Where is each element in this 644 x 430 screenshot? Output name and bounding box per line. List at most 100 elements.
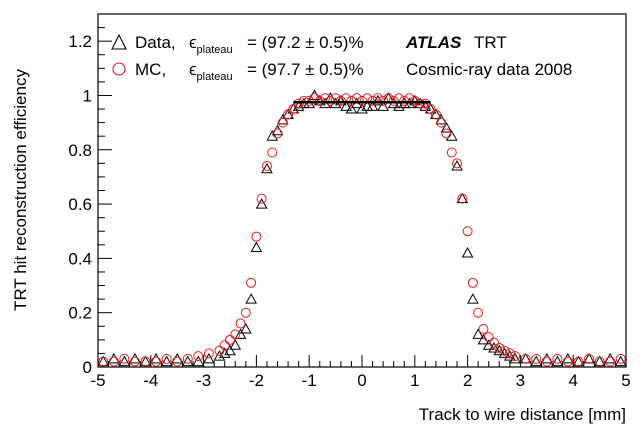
mc-point-circle: [119, 353, 130, 364]
data-point-triangle: [440, 122, 453, 133]
data-point-triangle: [477, 333, 490, 345]
legend-epsilon-mc: ϵplateau: [189, 60, 233, 83]
x-tick-label: -5: [90, 371, 105, 390]
data-point-triangle: [234, 328, 247, 339]
data-point-triangle: [255, 198, 268, 209]
mc-point-circle: [293, 98, 304, 109]
mc-point-circle: [346, 95, 357, 106]
mc-point-circle: [378, 95, 389, 106]
data-point-triangle: [451, 160, 463, 171]
data-point-triangle: [218, 347, 231, 358]
data-points: [97, 89, 627, 367]
data-point-triangle: [282, 108, 294, 119]
mc-point-circle: [462, 226, 473, 237]
mc-point-circle: [594, 356, 605, 367]
x-tick-label: 3: [516, 371, 525, 390]
mc-point-circle: [531, 353, 542, 364]
data-point-triangle: [430, 108, 442, 119]
mc-point-circle: [256, 193, 267, 204]
data-point-triangle: [472, 328, 485, 339]
legend-label-data: Data,: [135, 33, 176, 52]
mc-point-circle: [182, 353, 193, 364]
mc-point-circle: [129, 356, 140, 367]
mc-point-circle: [357, 95, 367, 106]
data-point-triangle: [308, 89, 321, 100]
legend: Data, ϵplateau = (97.2 ± 0.5)% MC, ϵplat…: [111, 33, 364, 83]
mc-point-circle: [314, 95, 325, 106]
mc-point-circle: [367, 95, 378, 106]
mc-point-circle: [452, 158, 463, 169]
mc-point-circle: [203, 348, 214, 359]
data-point-triangle: [107, 352, 120, 364]
mc-point-circle: [584, 353, 595, 364]
data-point-triangle: [572, 355, 585, 367]
data-point-triangle: [530, 355, 543, 367]
data-point-triangle: [129, 352, 141, 364]
data-point-triangle: [261, 162, 273, 174]
data-point-triangle: [271, 124, 284, 136]
mc-point-circle: [441, 128, 452, 139]
mc-point-circle: [399, 95, 410, 106]
data-point-triangle: [509, 352, 521, 364]
dataset-label: Cosmic-ray data 2008: [406, 60, 572, 79]
data-point-triangle: [435, 113, 448, 125]
x-tick-label: 5: [621, 371, 630, 390]
data-point-triangle: [540, 352, 553, 364]
mc-point-circle: [436, 117, 447, 128]
x-tick-label: 1: [410, 371, 419, 390]
mc-point-circle: [605, 356, 616, 367]
data-point-triangle: [118, 355, 131, 367]
data-point-triangle: [229, 339, 242, 350]
mc-point-circle: [246, 277, 257, 288]
mc-point-circle: [430, 109, 441, 120]
mc-point-circle: [489, 337, 499, 348]
data-point-triangle: [139, 355, 152, 367]
data-point-triangle: [456, 192, 469, 204]
mc-point-circle: [219, 340, 230, 351]
data-point-triangle: [593, 355, 606, 367]
mc-point-circle: [267, 147, 278, 158]
data-point-triangle: [224, 344, 236, 356]
mc-point-circle: [277, 117, 288, 128]
mc-point-circle: [288, 104, 299, 115]
mc-point-circle: [420, 98, 431, 109]
mc-point-circle: [494, 342, 505, 353]
mc-point-circle: [298, 95, 309, 106]
mc-point-circle: [510, 351, 521, 362]
detector-label: TRT: [474, 33, 507, 52]
legend-plateau-mc: = (97.7 ± 0.5)%: [247, 60, 364, 79]
legend-plateau-data: = (97.2 ± 0.5)%: [247, 33, 364, 52]
mc-point-circle: [504, 348, 515, 359]
data-point-triangle: [366, 100, 379, 111]
y-tick-label: 0: [83, 358, 92, 377]
data-point-triangle: [345, 103, 358, 114]
x-tick-label: -3: [196, 371, 211, 390]
mc-point-circle: [251, 231, 262, 242]
data-point-triangle: [604, 352, 617, 364]
legend-epsilon-data: ϵplateau: [189, 33, 233, 56]
data-point-triangle: [340, 100, 353, 111]
data-point-triangle: [276, 113, 289, 125]
y-tick-label: 0.2: [68, 304, 92, 323]
data-point-triangle: [356, 103, 368, 114]
mc-point-circle: [388, 95, 399, 106]
data-point-triangle: [614, 355, 627, 367]
data-point-triangle: [551, 355, 564, 367]
data-point-triangle: [393, 100, 405, 111]
x-tick-label: -2: [249, 371, 264, 390]
atlas-label: ATLAS: [405, 33, 462, 52]
data-point-triangle: [503, 350, 516, 361]
mc-point-circle: [467, 277, 478, 288]
legend-item-data: Data, ϵplateau = (97.2 ± 0.5)%: [111, 33, 364, 56]
data-point-triangle: [424, 103, 437, 114]
data-point-triangle: [97, 355, 110, 367]
mc-point-circle: [457, 193, 468, 204]
mc-point-circle: [172, 356, 183, 367]
data-point-triangle: [213, 350, 226, 361]
data-point-triangle: [461, 246, 474, 258]
legend-item-mc: MC, ϵplateau = (97.7 ± 0.5)%: [112, 60, 364, 83]
data-point-triangle: [192, 355, 205, 367]
mc-point-circle: [214, 345, 225, 356]
mc-point-circle: [272, 128, 283, 139]
